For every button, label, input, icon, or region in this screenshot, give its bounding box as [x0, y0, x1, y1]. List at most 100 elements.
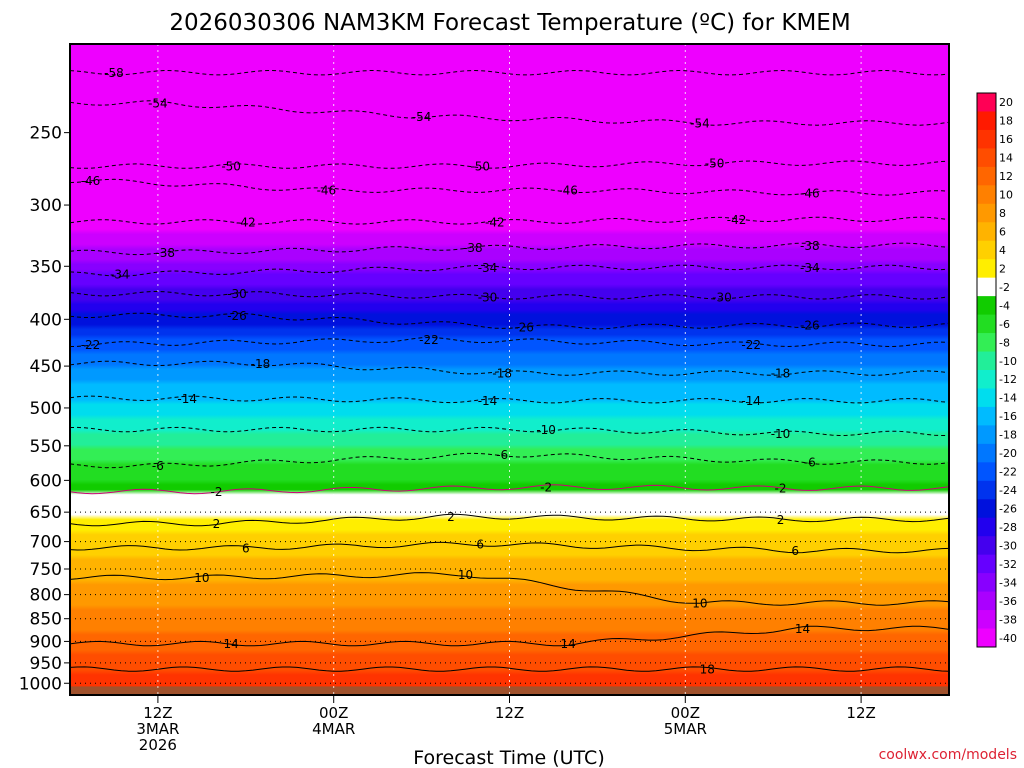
contour-line [70, 69, 949, 76]
colorbar-swatch [977, 517, 996, 537]
x-tick-label: 3MAR [136, 720, 179, 738]
contour-label: -22 [741, 338, 761, 352]
contour-label: -42 [485, 215, 505, 229]
contour-line [70, 290, 949, 300]
contour-label: -2 [540, 480, 552, 494]
colorbar-label: -12 [999, 373, 1017, 386]
contour-label: 14 [795, 622, 810, 636]
colorbar-label: -22 [999, 466, 1017, 479]
colorbar-swatch [977, 536, 996, 556]
contour-label: -26 [227, 309, 247, 323]
x-tick-label: 2026 [139, 736, 177, 754]
contour-label: 18 [700, 663, 715, 677]
colorbar-label: -2 [999, 281, 1010, 294]
contour-line [70, 312, 949, 330]
contour-label: -50 [705, 157, 725, 171]
contour-line [70, 513, 949, 527]
credit-text: coolwx.com/models [879, 747, 1017, 763]
contour-line [70, 541, 949, 554]
x-tick-label: 12Z [495, 704, 524, 722]
contour-label: -26 [800, 319, 820, 333]
colorbar-swatch [977, 573, 996, 593]
colorbar-label: 10 [999, 189, 1013, 202]
contour-labels: -58-54-54 -54-50 -50 -50-46-46 -46 -46-42 -42-… [81, 66, 820, 676]
colorbar-swatch [977, 259, 996, 279]
contour-label: -2 [211, 485, 223, 499]
y-tick-label: 550 [30, 437, 62, 457]
contour-label: -50 [221, 160, 241, 174]
colorbar-swatch [977, 480, 996, 500]
contour-label: 2 [777, 513, 785, 527]
colorbar-swatch [977, 351, 996, 371]
y-tick-label: 850 [30, 610, 62, 630]
contour-label: -6 [496, 448, 508, 462]
colorbar-swatch [977, 203, 996, 223]
colorbar-label: -24 [999, 484, 1017, 497]
colorbar-swatch [977, 277, 996, 297]
contour-label: -34 [478, 261, 498, 275]
contour-label: -14 [741, 394, 761, 408]
contour-line [70, 160, 949, 169]
contour-label: -42 [236, 215, 256, 229]
x-tick-label: 12Z [846, 704, 875, 722]
x-tick-label: 5MAR [664, 720, 707, 738]
colorbar-label: 2 [999, 262, 1006, 275]
contour-label: -30 [227, 287, 247, 301]
y-tick-label: 950 [30, 654, 62, 674]
contour-label: -58 [104, 66, 124, 80]
ground-surface [70, 686, 949, 695]
colorbar-label: -26 [999, 503, 1017, 516]
colorbar-swatch [977, 425, 996, 445]
contour-label: -38 [800, 239, 820, 253]
y-tick-label: 750 [30, 560, 62, 580]
contour-line [70, 360, 949, 376]
colorbar-label: 14 [999, 152, 1013, 165]
colorbar-label: 8 [999, 207, 1006, 220]
contour-label: -38 [463, 241, 483, 255]
colorbar-swatch [977, 296, 996, 316]
colorbar-swatch [977, 370, 996, 389]
colorbar-label: 18 [999, 115, 1013, 128]
contour-line [70, 178, 949, 196]
y-tick-label: 350 [30, 257, 62, 277]
colorbar-label: -14 [999, 392, 1017, 405]
x-axis-label: Forecast Time (UTC) [413, 747, 604, 768]
colorbar-swatch [977, 93, 996, 112]
colorbar-swatch [977, 628, 996, 648]
contour-line [70, 484, 949, 495]
contour-label: -14 [478, 394, 498, 408]
colorbar-label: -4 [999, 299, 1010, 312]
contour-label: -6 [152, 459, 164, 473]
contour-label: -54 [690, 116, 710, 130]
contour-label: -42 [727, 213, 747, 227]
colorbar-swatch [977, 148, 996, 168]
y-tick-label: 250 [30, 124, 62, 144]
y-tick-label: 1000 [19, 674, 62, 694]
contour-line [70, 100, 949, 126]
y-tick-label: 400 [30, 310, 62, 330]
colorbar-frame [976, 92, 997, 648]
colorbar-label: -20 [999, 447, 1017, 460]
y-tick-label: 600 [30, 471, 62, 491]
colorbar-label: -18 [999, 429, 1017, 442]
contour-label: -18 [492, 367, 512, 381]
colorbar-swatch [977, 499, 996, 519]
contour-label: 2 [213, 517, 221, 531]
contour-label: -46 [558, 184, 578, 198]
colorbar-swatch [977, 240, 996, 260]
contour-label: 10 [692, 596, 707, 610]
contour-label: -46 [800, 186, 820, 200]
colorbar-label: 12 [999, 170, 1013, 183]
colorbar-label: -34 [999, 576, 1017, 589]
colorbar-label: -30 [999, 539, 1017, 552]
contour-label: -30 [712, 290, 732, 304]
contour-line [70, 426, 949, 437]
contour-label: 10 [194, 571, 209, 585]
colorbar-swatch [977, 388, 996, 408]
colorbar-swatch [977, 462, 996, 482]
colorbar-swatch [977, 406, 996, 426]
contour-label: -34 [800, 261, 820, 275]
contour-line [70, 625, 949, 647]
colorbar-label: -6 [999, 318, 1010, 331]
